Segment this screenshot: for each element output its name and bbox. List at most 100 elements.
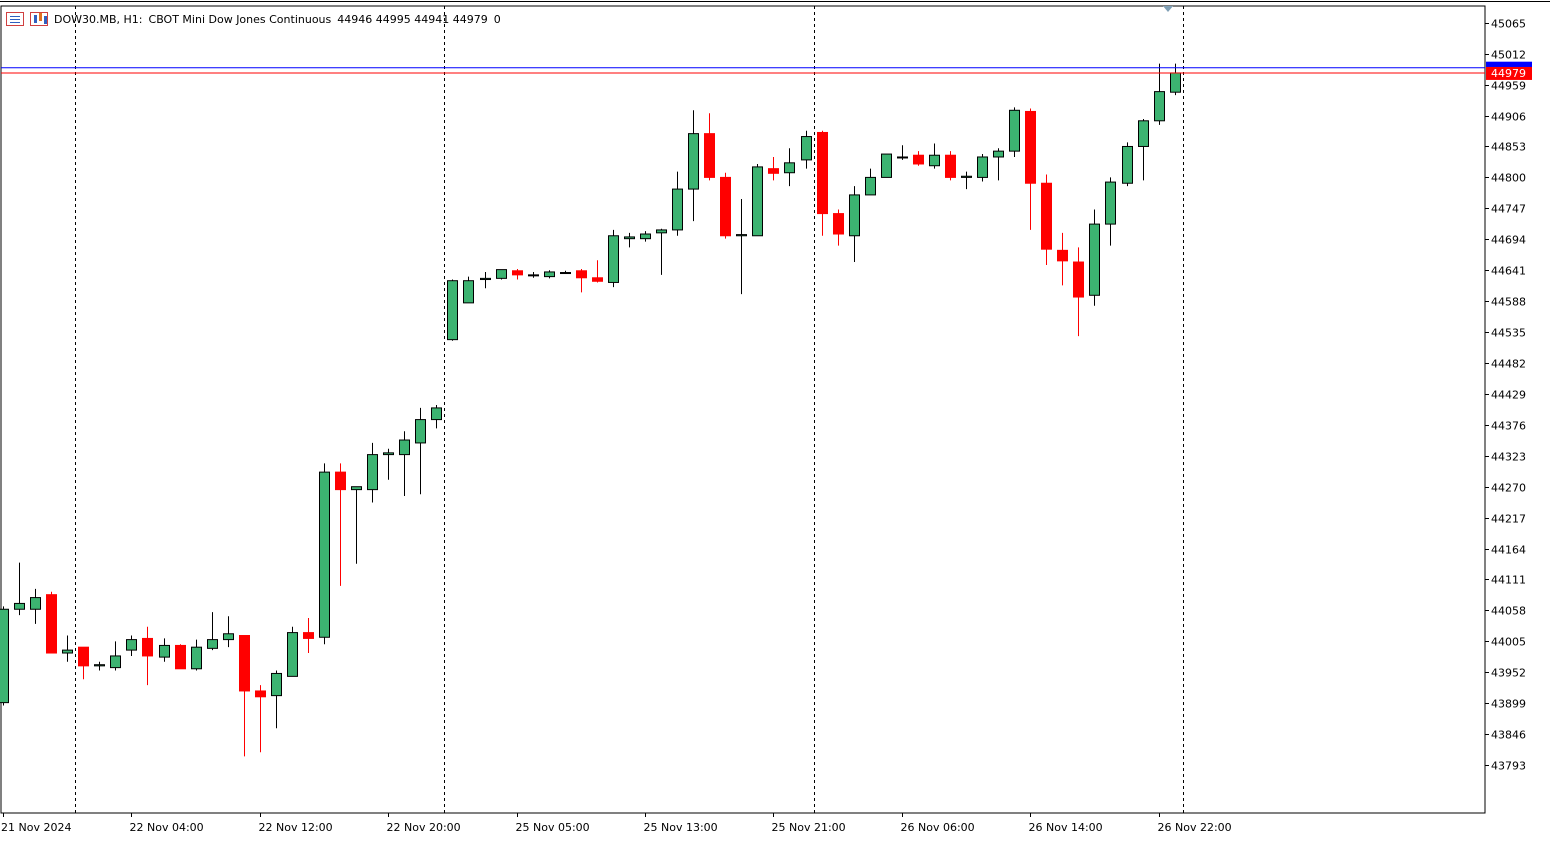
bull-candle[interactable] bbox=[897, 156, 908, 159]
bull-candle[interactable] bbox=[881, 153, 892, 178]
bull-candle[interactable] bbox=[447, 280, 458, 341]
bull-candle[interactable] bbox=[14, 602, 25, 610]
y-tick-label: 44747 bbox=[1491, 203, 1526, 216]
bull-candle[interactable] bbox=[688, 133, 699, 190]
bull-candle[interactable] bbox=[849, 194, 860, 237]
bull-candle[interactable] bbox=[463, 280, 474, 304]
bear-candle[interactable] bbox=[913, 154, 924, 165]
symbol-label: DOW30.MB, H1: bbox=[54, 12, 143, 26]
bull-candle[interactable] bbox=[672, 188, 683, 231]
y-tick-label: 44217 bbox=[1491, 513, 1526, 526]
bull-candle[interactable] bbox=[801, 136, 812, 161]
bull-candle[interactable] bbox=[1105, 181, 1116, 225]
y-tick-label: 44959 bbox=[1491, 80, 1526, 93]
bull-candle[interactable] bbox=[1089, 223, 1100, 296]
x-tick-label: 25 Nov 21:00 bbox=[772, 821, 846, 834]
bull-candle[interactable] bbox=[30, 597, 41, 610]
bull-candle[interactable] bbox=[480, 277, 491, 281]
bull-candle[interactable] bbox=[752, 166, 763, 237]
bull-candle[interactable] bbox=[1009, 109, 1020, 152]
bull-candle[interactable] bbox=[62, 649, 73, 654]
y-tick-label: 44323 bbox=[1491, 451, 1526, 464]
y-tick-label: 44800 bbox=[1491, 172, 1526, 185]
bear-candle[interactable] bbox=[512, 270, 523, 276]
bull-candle[interactable] bbox=[399, 439, 410, 456]
bull-candle[interactable] bbox=[560, 272, 571, 275]
bull-candle[interactable] bbox=[0, 608, 9, 704]
y-tick-label: 44058 bbox=[1491, 605, 1526, 618]
chart-list-icon[interactable] bbox=[6, 12, 24, 26]
y-tick-label: 44694 bbox=[1491, 234, 1526, 247]
y-tick-label: 44270 bbox=[1491, 482, 1526, 495]
bear-candle[interactable] bbox=[592, 277, 603, 282]
bear-candle[interactable] bbox=[833, 213, 844, 235]
bear-candle[interactable] bbox=[175, 644, 186, 670]
bear-candle[interactable] bbox=[303, 632, 314, 639]
bull-candle[interactable] bbox=[865, 176, 876, 196]
bull-candle[interactable] bbox=[784, 162, 795, 174]
bull-candle[interactable] bbox=[544, 271, 555, 278]
bear-candle[interactable] bbox=[1057, 249, 1068, 262]
bull-candle[interactable] bbox=[640, 233, 651, 240]
bear-candle[interactable] bbox=[768, 168, 779, 174]
x-tick-label: 22 Nov 04:00 bbox=[130, 821, 204, 834]
bull-candle[interactable] bbox=[383, 452, 394, 456]
plot-area[interactable] bbox=[0, 5, 1486, 814]
bull-candle[interactable] bbox=[159, 644, 170, 658]
y-tick-label: 44376 bbox=[1491, 420, 1526, 433]
bull-candle[interactable] bbox=[929, 154, 940, 167]
bull-candle[interactable] bbox=[415, 419, 426, 444]
bull-candle[interactable] bbox=[271, 672, 282, 697]
bull-candle[interactable] bbox=[961, 175, 972, 178]
bear-candle[interactable] bbox=[239, 635, 250, 692]
bull-candle[interactable] bbox=[1138, 120, 1149, 147]
bear-candle[interactable] bbox=[720, 176, 731, 237]
bull-candle[interactable] bbox=[351, 486, 362, 491]
bull-candle[interactable] bbox=[1154, 91, 1165, 122]
y-tick-label: 44164 bbox=[1491, 544, 1526, 557]
bear-candle[interactable] bbox=[817, 131, 828, 215]
bear-candle[interactable] bbox=[255, 690, 266, 698]
bull-candle[interactable] bbox=[94, 664, 105, 667]
y-tick-label: 44111 bbox=[1491, 574, 1526, 587]
bull-candle[interactable] bbox=[110, 655, 121, 669]
bear-candle[interactable] bbox=[78, 646, 89, 667]
bear-candle[interactable] bbox=[335, 471, 346, 491]
bull-candle[interactable] bbox=[319, 471, 330, 638]
bull-candle[interactable] bbox=[656, 229, 667, 234]
bear-candle[interactable] bbox=[576, 270, 587, 279]
bull-candle[interactable] bbox=[608, 235, 619, 283]
bull-candle[interactable] bbox=[496, 269, 507, 279]
bear-candle[interactable] bbox=[1025, 110, 1036, 184]
bull-candle[interactable] bbox=[1122, 145, 1133, 184]
bear-candle[interactable] bbox=[1073, 261, 1084, 298]
bull-candle[interactable] bbox=[624, 236, 635, 240]
y-tick-label: 43793 bbox=[1491, 760, 1526, 773]
chart-shift-marker[interactable] bbox=[1163, 6, 1173, 12]
bear-candle[interactable] bbox=[704, 133, 715, 178]
bear-candle[interactable] bbox=[945, 154, 956, 178]
bull-candle[interactable] bbox=[191, 646, 202, 670]
bear-candle[interactable] bbox=[1041, 182, 1052, 250]
y-tick-label: 43899 bbox=[1491, 698, 1526, 711]
bull-candle[interactable] bbox=[207, 639, 218, 649]
bull-candle[interactable] bbox=[736, 234, 747, 237]
bull-candle[interactable] bbox=[977, 156, 988, 178]
chart-bars-icon[interactable] bbox=[30, 12, 48, 26]
bull-candle[interactable] bbox=[993, 150, 1004, 158]
bear-candle[interactable] bbox=[142, 637, 153, 657]
current-price-label-bg bbox=[1486, 66, 1532, 80]
x-tick-label: 25 Nov 13:00 bbox=[644, 821, 718, 834]
bull-candle[interactable] bbox=[528, 274, 539, 277]
y-tick-label: 44429 bbox=[1491, 389, 1526, 402]
ohlc-readout: 44946 44995 44941 44979 bbox=[337, 12, 488, 26]
bull-candle[interactable] bbox=[367, 454, 378, 491]
bull-candle[interactable] bbox=[1170, 72, 1181, 93]
bull-candle[interactable] bbox=[431, 407, 442, 421]
bull-candle[interactable] bbox=[223, 633, 234, 641]
bull-candle[interactable] bbox=[287, 632, 298, 677]
bear-candle[interactable] bbox=[46, 594, 57, 654]
bull-candle[interactable] bbox=[126, 639, 137, 651]
